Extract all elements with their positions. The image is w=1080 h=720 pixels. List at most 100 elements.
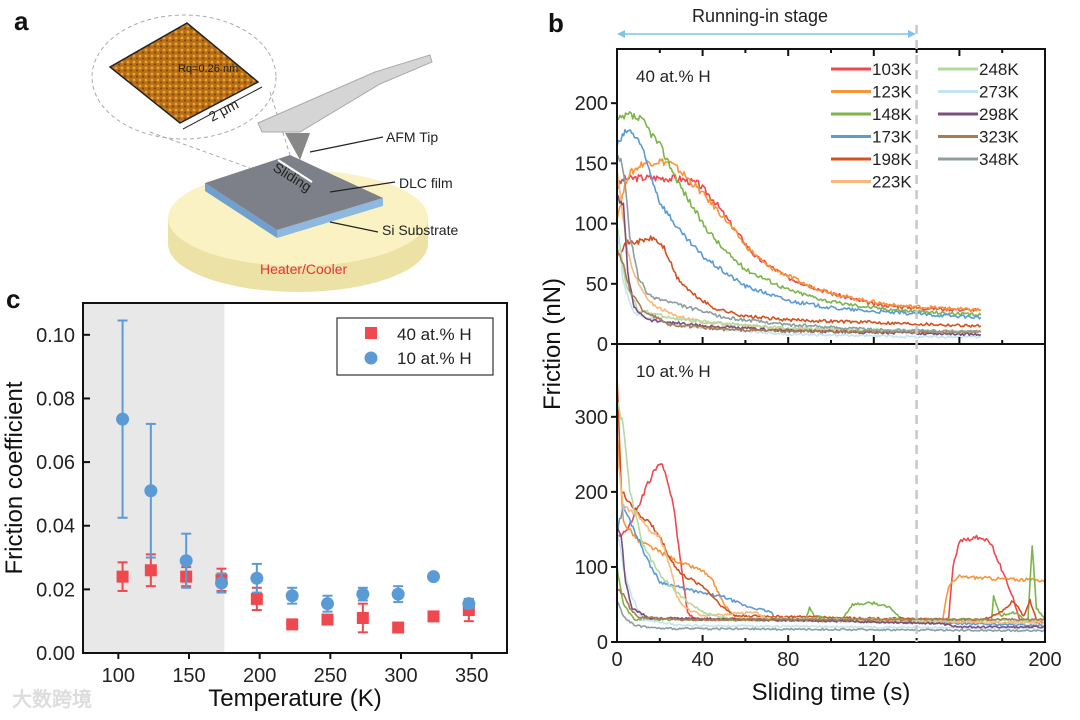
subplot-title: 40 at.% H (636, 67, 711, 86)
y-tick-label: 0.04 (36, 516, 75, 538)
legend-label: 40 at.% H (397, 325, 472, 344)
data-point-circle (250, 571, 264, 585)
si-substrate-label: Si Substrate (382, 222, 458, 238)
series-line-348K (616, 154, 982, 334)
data-point-square (392, 621, 405, 634)
afm-topography-image (108, 22, 260, 124)
scatter-plot: 0.00 0.02 0.04 0.06 0.08 0.10 100 150 200 250 300 3… (36, 302, 508, 687)
afm-cantilever (257, 54, 433, 133)
y-tick-label: 0.06 (36, 452, 75, 474)
data-point-square (356, 612, 369, 624)
legend-label-223K: 223K (872, 173, 912, 192)
series-line-348K (616, 601, 1046, 633)
zoom-inset-outline (91, 14, 277, 140)
afm-tip-label: AFM Tip (386, 129, 438, 145)
data-point-square (116, 570, 129, 583)
x-tick-label: 250 (314, 665, 347, 687)
legend-label-123K: 123K (872, 83, 912, 102)
series-line-323K (616, 588, 1046, 622)
shaded-running-in-region (83, 303, 225, 653)
series-line-248K (616, 401, 1046, 623)
data-point-circle (321, 597, 335, 611)
y-tick-label: 200 (575, 482, 608, 504)
series-line-323K (616, 247, 982, 334)
scale-arrow (182, 86, 263, 130)
running-in-arrowhead-left (617, 30, 625, 38)
roughness-label: Rq=0.26 nm (178, 63, 238, 75)
panel-b-friction-vs-time: b Running-in stage 0 50 100 150 200 40 at.% H… (539, 6, 1062, 706)
heater-cooler-label: Heater/Cooler (260, 261, 347, 277)
running-in-arrowhead-right (908, 30, 916, 38)
series-line-273K (616, 231, 981, 339)
data-point-circle (462, 597, 476, 611)
x-tick-label: 120 (857, 649, 890, 671)
data-point-circle (116, 412, 130, 426)
legend-label: 10 at.% H (397, 349, 472, 368)
legend-label-273K: 273K (979, 83, 1019, 102)
series-line-173K (616, 128, 982, 320)
legend-label-298K: 298K (979, 105, 1019, 124)
panel-label-c: c (6, 284, 20, 314)
x-tick-label: 150 (172, 665, 205, 687)
running-in-label: Running-in stage (692, 6, 828, 26)
series-line-123K (616, 158, 981, 312)
series-line-148K (616, 545, 1046, 623)
x-tick-label: 0 (611, 649, 622, 671)
y-axis-label: Friction coefficient (1, 381, 28, 574)
y-tick-label: 100 (575, 214, 608, 236)
panel-c-friction-coefficient: c 0.00 0.02 0.04 0.06 0.08 0.10 100 150 200 250 30… (1, 284, 508, 712)
legend-label-173K: 173K (872, 128, 912, 147)
y-axis-label: Friction (nN) (539, 278, 566, 410)
series-line-298K (616, 524, 1046, 629)
data-point-square (144, 564, 157, 577)
y-tick-label: 0.10 (36, 325, 75, 347)
subplot-title: 10 at.% H (636, 362, 711, 381)
panel-label-a: a (14, 6, 29, 36)
dlc-film-pointer (329, 181, 396, 193)
panel-label-b: b (548, 8, 564, 38)
legend-label-323K: 323K (979, 128, 1019, 147)
subplot-10-at-h: 0 100 200 300 10 at.% H 0 40 80 120 160 200 (575, 343, 1062, 671)
x-tick-label: 160 (943, 649, 976, 671)
data-point-circle (356, 587, 370, 601)
sliding-arrow (277, 159, 313, 183)
panel-a-schematic: a Rq=0.26 nm 2 μm Heater/Cooler Sliding … (14, 6, 458, 292)
si-substrate (205, 183, 277, 238)
legend-label-248K: 248K (979, 60, 1019, 79)
y-tick-label: 200 (575, 93, 608, 115)
afm-tip-pointer (309, 136, 384, 153)
y-tick-label: 150 (575, 153, 608, 175)
y-tick-label: 0 (597, 334, 608, 356)
x-tick-label: 350 (455, 665, 488, 687)
si-substrate-pointer (329, 221, 379, 233)
legend-box (336, 317, 494, 376)
data-point-circle (285, 589, 299, 603)
x-tick-label: 100 (102, 665, 135, 687)
x-tick-label: 300 (384, 665, 417, 687)
x-axis-label: Sliding time (s) (752, 679, 911, 706)
zoom-guide-line (149, 131, 251, 169)
data-point-square (250, 592, 263, 605)
x-tick-label: 200 (1028, 649, 1061, 671)
series-line-273K (616, 531, 1046, 631)
data-point-circle (427, 570, 441, 584)
series-line-198K (616, 235, 982, 328)
series-line-198K (616, 375, 1046, 623)
x-axis-label: Temperature (K) (208, 685, 381, 712)
series-line-123K (616, 435, 1046, 623)
legend-label-148K: 148K (872, 105, 912, 124)
data-point-square (286, 618, 299, 631)
legend-label-103K: 103K (872, 60, 912, 79)
data-point-square (427, 610, 440, 623)
x-tick-label: 80 (777, 649, 799, 671)
y-tick-label: 100 (575, 557, 608, 579)
y-tick-label: 0.08 (36, 388, 75, 410)
data-point-circle (215, 576, 229, 590)
legend-label-348K: 348K (979, 150, 1019, 169)
watermark: 大数跨境 (12, 687, 92, 711)
legend: 103K 123K 148K 173K 198K 223K 248K 273K 298K 323K… (831, 60, 1019, 192)
y-tick-label: 0 (597, 632, 608, 654)
legend-marker-circle (364, 351, 378, 365)
dlc-film (205, 155, 383, 230)
